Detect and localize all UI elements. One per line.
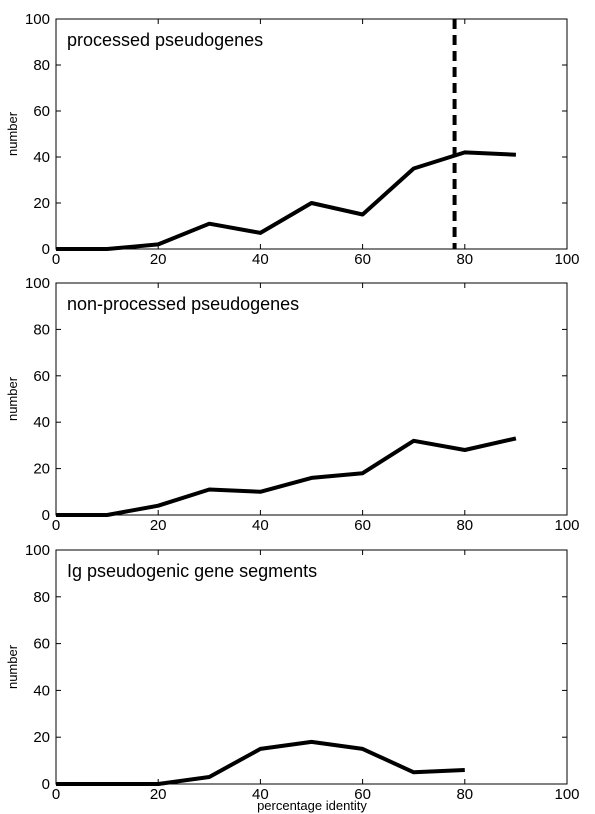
y-tick-label: 60: [33, 368, 50, 385]
series-line-1: [56, 436, 517, 517]
x-tick-label: 20: [150, 786, 167, 803]
plot-frame: [55, 282, 568, 516]
y-tick-label: 0: [42, 241, 50, 258]
y-tick-label: 40: [33, 682, 50, 699]
y-tick-label: 20: [33, 729, 50, 746]
x-tick-label: 0: [52, 786, 60, 803]
chart-panel-1: 0 20 40 60 80 100 0 20 40 60 80 100 number processed …: [5, 11, 580, 268]
y-tick-label: 20: [33, 461, 50, 478]
x-tick-label: 0: [52, 251, 60, 268]
y-axis-label: number: [5, 111, 20, 156]
y-tick-label: 60: [33, 636, 50, 653]
x-tick-label: 100: [554, 517, 579, 534]
y-axis-label: number: [5, 644, 20, 689]
panel-title: non-processed pseudogenes: [67, 294, 299, 314]
y-tick-label: 80: [33, 589, 50, 606]
x-tick-label: 20: [150, 517, 167, 534]
x-axis-label: percentage identity: [257, 798, 367, 813]
x-tick-label: 100: [554, 251, 579, 268]
y-tick-label: 0: [42, 507, 50, 524]
y-tick-label: 80: [33, 57, 50, 74]
series-line-1: [56, 150, 516, 251]
x-tick-label: 100: [554, 786, 579, 803]
y-tick-label: 0: [42, 776, 50, 793]
plot-frame: [55, 18, 568, 250]
x-tick-label: 80: [456, 517, 473, 534]
x-tick-label: 40: [252, 786, 269, 803]
y-tick-label: 20: [33, 195, 50, 212]
x-tick-label: 20: [150, 251, 167, 268]
x-tick-label: 40: [252, 251, 269, 268]
x-tick-label: 60: [354, 786, 371, 803]
y-tick-label: 60: [33, 103, 50, 120]
x-tick-label: 60: [354, 517, 371, 534]
x-tick-label: 0: [52, 517, 60, 534]
y-tick-label: 40: [33, 414, 50, 431]
y-tick-label: 80: [33, 321, 50, 338]
panel-title: processed pseudogenes: [67, 30, 263, 50]
chart-panel-3: 0 20 40 60 80 100 0 20 40 60 80 100 number Ig pseudog…: [5, 542, 580, 803]
y-tick-label: 40: [33, 149, 50, 166]
y-tick-label: 100: [25, 275, 50, 292]
panel-title: Ig pseudogenic gene segments: [67, 561, 317, 581]
x-tick-label: 60: [354, 251, 371, 268]
plot-frame: [55, 549, 568, 785]
chart-panel-2: 0 20 40 60 80 100 0 20 40 60 80 100 number non-proces…: [5, 275, 580, 534]
series-line-1: [56, 739, 465, 786]
x-tick-label: 80: [456, 251, 473, 268]
y-tick-label: 100: [25, 542, 50, 559]
y-axis-label: number: [5, 376, 20, 421]
x-tick-label: 80: [456, 786, 473, 803]
y-tick-label: 100: [25, 11, 50, 28]
x-tick-label: 40: [252, 517, 269, 534]
